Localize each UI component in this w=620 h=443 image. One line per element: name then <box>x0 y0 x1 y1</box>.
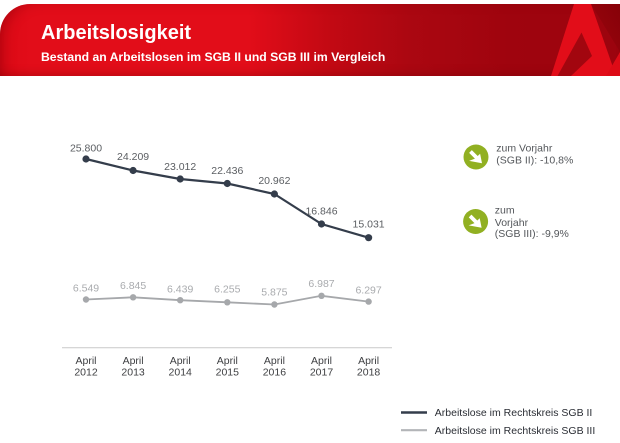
svg-text:16.846: 16.846 <box>305 206 337 218</box>
svg-text:2016: 2016 <box>263 367 287 379</box>
svg-text:(SGB III): -9,9%: (SGB III): -9,9% <box>495 228 569 240</box>
svg-text:zum Vorjahr: zum Vorjahr <box>496 143 553 155</box>
svg-text:April: April <box>264 355 285 367</box>
svg-text:6.987: 6.987 <box>308 278 334 290</box>
svg-text:24.209: 24.209 <box>117 151 149 163</box>
svg-text:6.549: 6.549 <box>73 282 99 294</box>
svg-text:Arbeitslose im Rechtskreis SGB: Arbeitslose im Rechtskreis SGB II <box>435 407 593 419</box>
svg-text:April: April <box>217 355 238 367</box>
svg-text:(SGB II): -10,8%: (SGB II): -10,8% <box>496 155 573 167</box>
svg-text:20.962: 20.962 <box>258 175 290 187</box>
svg-text:April: April <box>311 355 332 367</box>
svg-text:April: April <box>358 355 379 367</box>
svg-text:6.255: 6.255 <box>214 284 240 296</box>
svg-text:25.800: 25.800 <box>70 142 102 154</box>
svg-text:zum: zum <box>495 205 515 217</box>
svg-text:Arbeitslose im Rechtskreis SGB: Arbeitslose im Rechtskreis SGB III <box>435 425 595 437</box>
svg-text:6.439: 6.439 <box>167 284 193 296</box>
svg-text:2014: 2014 <box>169 367 193 379</box>
svg-text:15.031: 15.031 <box>353 219 385 231</box>
svg-text:23.012: 23.012 <box>164 161 196 173</box>
svg-text:April: April <box>123 355 144 367</box>
svg-text:2012: 2012 <box>74 367 98 379</box>
svg-text:April: April <box>170 355 191 367</box>
svg-text:April: April <box>75 355 96 367</box>
svg-text:Vorjahr: Vorjahr <box>495 217 529 229</box>
svg-text:2018: 2018 <box>357 367 381 379</box>
svg-text:22.436: 22.436 <box>211 165 243 177</box>
svg-text:2013: 2013 <box>121 367 145 379</box>
svg-text:2015: 2015 <box>216 367 240 379</box>
svg-text:5.875: 5.875 <box>261 287 287 299</box>
svg-text:2017: 2017 <box>310 367 334 379</box>
svg-text:6.845: 6.845 <box>120 280 146 292</box>
svg-text:6.297: 6.297 <box>355 285 381 297</box>
